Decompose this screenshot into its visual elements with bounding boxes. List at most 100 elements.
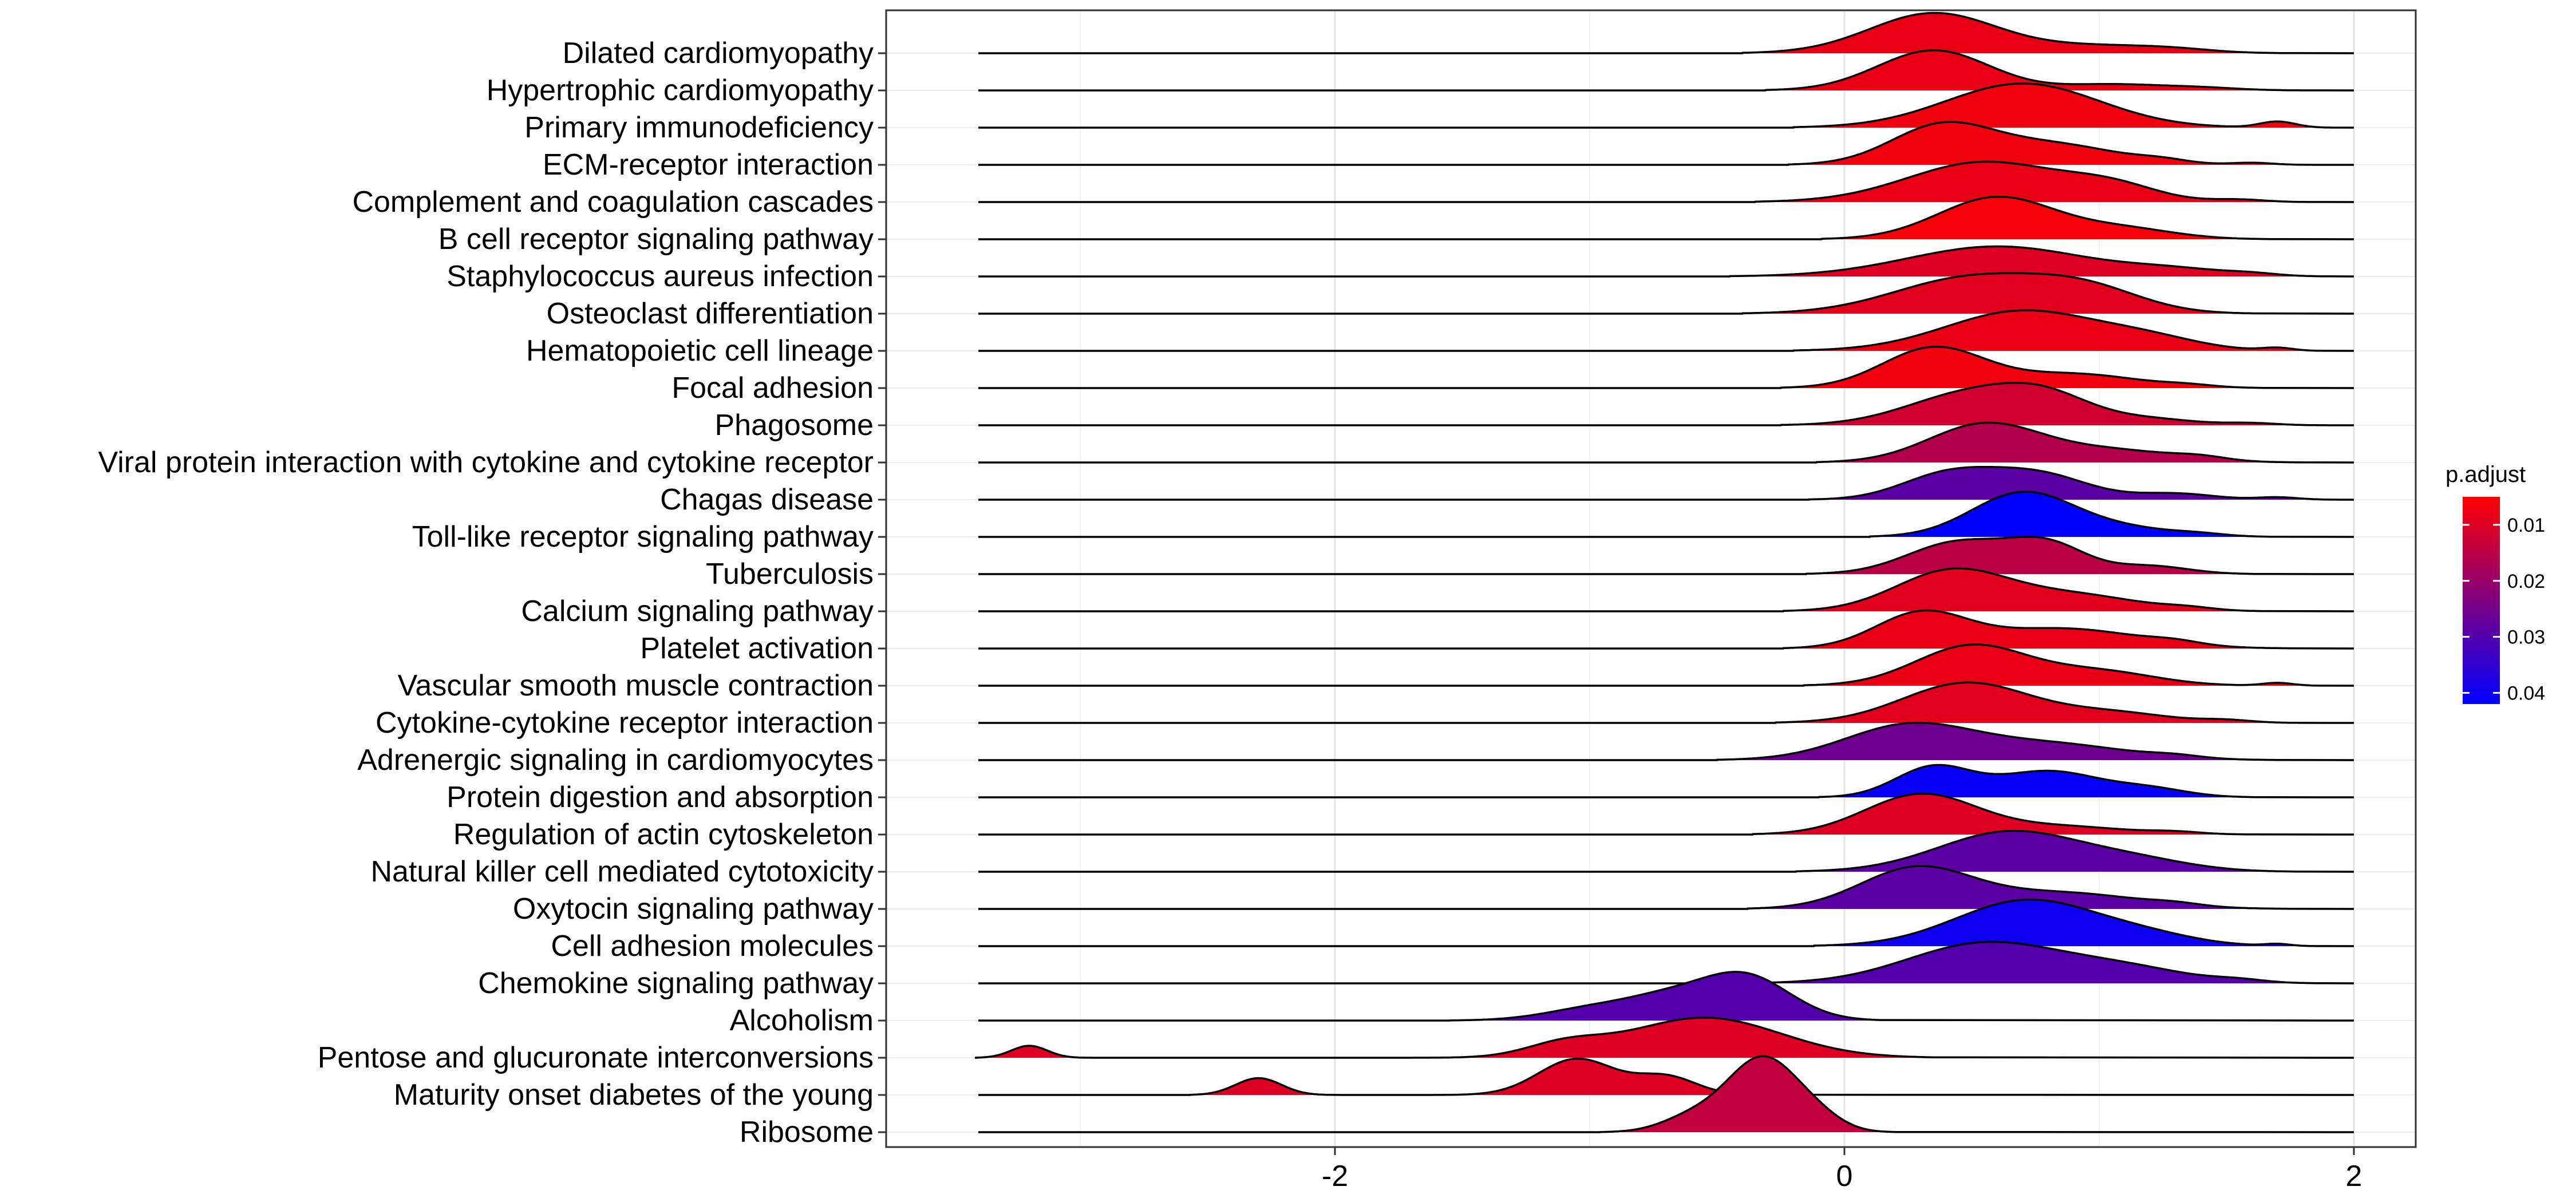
ridge-outline xyxy=(978,82,2354,129)
ridge xyxy=(978,245,2354,278)
category-labels: Dilated cardiomyopathy Hypertrophic cardi… xyxy=(98,37,886,1149)
ridge xyxy=(978,160,2354,203)
ridge-outline xyxy=(978,721,2354,761)
ridge-outline xyxy=(978,245,2354,278)
ridge-fill xyxy=(1755,161,2316,202)
ridge-fill xyxy=(1821,196,2278,239)
x-tick-label: 2 xyxy=(2346,1160,2362,1193)
category-label: Protein digestion and absorption xyxy=(447,781,874,814)
category-label: Natural killer cell mediated cytotoxicit… xyxy=(370,855,874,888)
ridge-fill xyxy=(1796,831,2306,872)
category-label: Platelet activation xyxy=(640,632,874,665)
category-label: Maturity onset diabetes of the young xyxy=(394,1078,874,1112)
ridge-fill xyxy=(1870,492,2278,537)
ridge-fill xyxy=(1765,50,2316,90)
ridge-outline xyxy=(978,865,2354,910)
ridge xyxy=(978,49,2354,92)
ridge xyxy=(978,681,2354,724)
ridge-outline xyxy=(978,491,2354,538)
ridge-fill xyxy=(1747,866,2290,909)
ridge xyxy=(978,940,2354,984)
ridge-outline xyxy=(978,345,2354,389)
x-tick-label: 0 xyxy=(1836,1160,1853,1193)
colorbar xyxy=(2463,497,2500,704)
ridge-fill xyxy=(1816,422,2303,462)
ridge xyxy=(978,536,2354,575)
ridge-outline xyxy=(978,792,2354,836)
ridge xyxy=(978,272,2354,315)
ridge-outline xyxy=(978,764,2354,798)
ridge xyxy=(978,11,2354,54)
category-label: B cell receptor signaling pathway xyxy=(438,223,874,256)
ridge-outline xyxy=(978,272,2354,315)
category-label: Alcoholism xyxy=(730,1004,874,1037)
ridge-fill xyxy=(1788,122,2313,165)
ridge xyxy=(978,1055,2354,1133)
ridge-fill xyxy=(1717,722,2278,760)
ridge-outline xyxy=(978,382,2354,426)
ridge-fill xyxy=(1814,899,2316,946)
category-label: Complement and coagulation cascades xyxy=(352,185,874,219)
ridge xyxy=(978,465,2354,501)
ridge-outline xyxy=(978,536,2354,575)
category-label: Osteoclast differentiation xyxy=(547,297,874,330)
ridge-fill xyxy=(1783,568,2265,611)
ridge-outline xyxy=(978,940,2354,984)
ridge xyxy=(978,609,2354,650)
category-label: Focal adhesion xyxy=(671,371,874,405)
ridge-fill xyxy=(1793,84,2331,128)
category-label: Vascular smooth muscle contraction xyxy=(398,669,874,702)
ridge-fill xyxy=(1729,246,2329,276)
ridge xyxy=(978,345,2354,389)
ridge xyxy=(978,971,2354,1022)
x-axis: -2 0 2 xyxy=(1322,1147,2362,1193)
ridge-fill xyxy=(1783,610,2290,649)
category-label: Phagosome xyxy=(714,409,874,442)
ridge xyxy=(978,309,2354,352)
ridge-fill xyxy=(1599,1056,1895,1132)
legend-tick-label: 0.03 xyxy=(2507,627,2545,649)
category-label: Pentose and glucuronate interconversions xyxy=(318,1041,874,1074)
x-tick-label: -2 xyxy=(1322,1160,1348,1193)
ridge xyxy=(978,721,2354,761)
ridge xyxy=(974,1017,2354,1059)
ridge-outline xyxy=(978,609,2354,650)
ridge-fill xyxy=(1190,1058,1758,1095)
ridge-outline xyxy=(974,1017,2354,1059)
ridge xyxy=(978,898,2354,947)
ridge xyxy=(978,421,2354,464)
ridge-outline xyxy=(978,898,2354,947)
ridge xyxy=(978,491,2354,538)
ridge-fill xyxy=(1806,536,2265,574)
ridge xyxy=(978,121,2354,166)
ridge-fill xyxy=(1743,273,2255,314)
category-label: Calcium signaling pathway xyxy=(521,595,874,628)
category-label: Chagas disease xyxy=(660,483,874,516)
category-label: Viral protein interaction with cytokine … xyxy=(98,446,874,479)
ridge-outline xyxy=(978,49,2354,92)
ridge-fill xyxy=(1780,346,2265,388)
ridge-fill xyxy=(1780,382,2329,425)
plot-panel-border xyxy=(885,9,2417,1148)
category-label: Adrenergic signaling in cardiomyocytes xyxy=(357,744,874,777)
ridge-fill xyxy=(1808,466,2339,500)
ridge xyxy=(978,865,2354,910)
ridge xyxy=(978,82,2354,129)
ridge-outline xyxy=(978,121,2354,166)
legend-tick-label: 0.01 xyxy=(2507,515,2545,536)
ridge-outline xyxy=(978,160,2354,203)
ridge xyxy=(978,792,2354,836)
category-label: Ribosome xyxy=(740,1116,874,1149)
category-label: Oxytocin signaling pathway xyxy=(513,892,874,926)
ridge-outline xyxy=(978,567,2354,612)
ridge xyxy=(978,764,2354,798)
ridge-outline xyxy=(978,971,2354,1022)
category-label: Primary immunodeficiency xyxy=(524,111,874,144)
category-label: Chemokine signaling pathway xyxy=(478,967,874,1000)
ridge-fill xyxy=(1775,682,2303,723)
category-label: Hypertrophic cardiomyopathy xyxy=(487,74,874,107)
ridge-outline xyxy=(978,195,2354,240)
ridge-outline xyxy=(978,1057,2354,1096)
category-label: Cell adhesion molecules xyxy=(551,930,874,963)
